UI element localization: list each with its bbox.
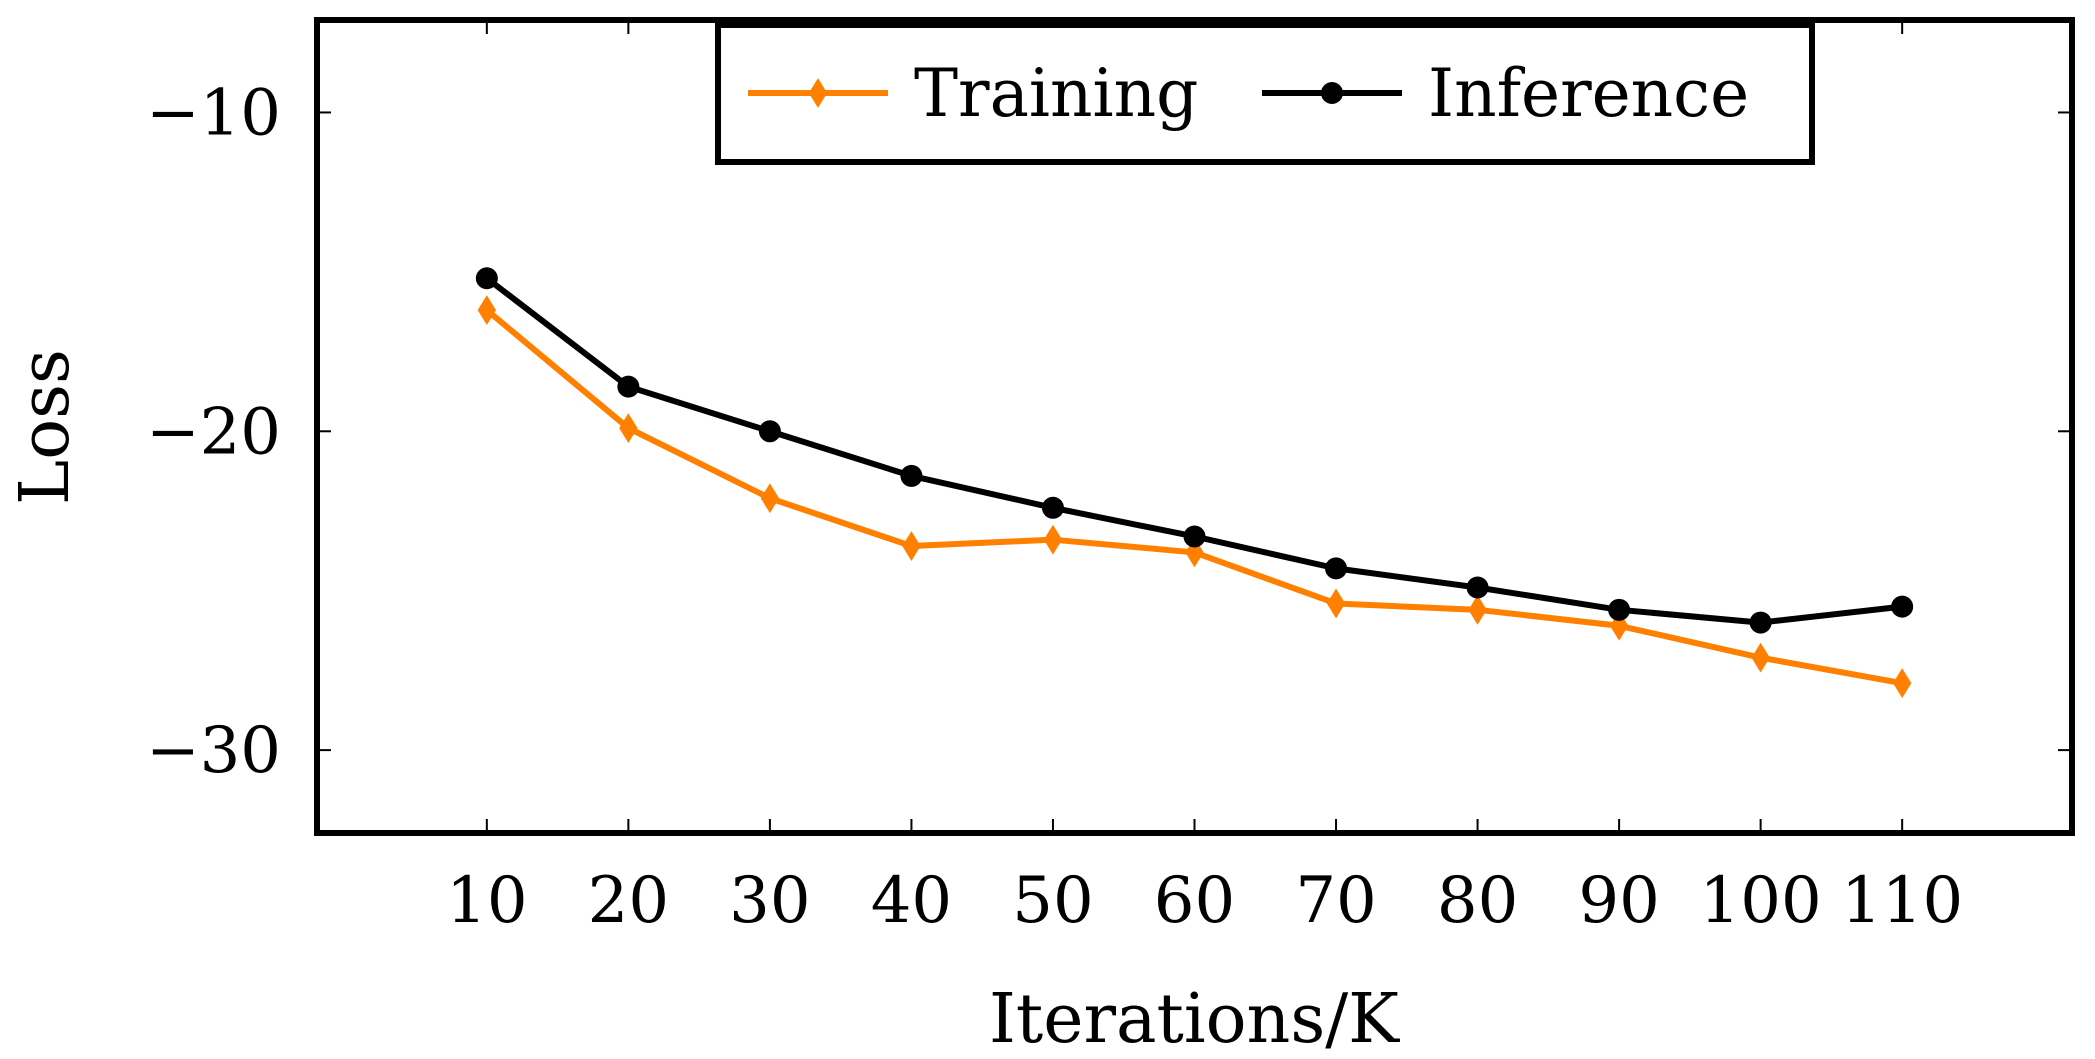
training-point (1892, 668, 1912, 699)
inference-point (758, 420, 781, 443)
x-tick-label: 50 (1012, 864, 1093, 938)
x-axis-ticks: 10 20 30 40 50 60 70 80 90 100 110 (446, 20, 1963, 938)
inference-point (1041, 496, 1064, 519)
inference-point (1608, 598, 1631, 621)
x-tick-label: 100 (1700, 864, 1822, 938)
training-point (1468, 594, 1487, 625)
x-axis-title: Iterations/K (989, 980, 1400, 1059)
legend-training-marker (808, 78, 828, 108)
legend-training-label: Training (914, 55, 1198, 132)
x-tick-label: 10 (446, 864, 527, 938)
inference-series-line (485, 275, 1903, 626)
y-tick-label: −30 (146, 714, 281, 788)
y-tick-label: −20 (146, 395, 281, 469)
inference-point (1466, 576, 1489, 599)
inference-point (900, 464, 923, 487)
training-point (1043, 524, 1063, 555)
x-tick-label: 30 (729, 864, 810, 938)
inference-point (617, 375, 640, 398)
training-point (1326, 588, 1346, 619)
x-tick-label: 60 (1154, 864, 1235, 938)
legend-inference-marker (1321, 82, 1343, 104)
x-tick-label: 80 (1437, 864, 1518, 938)
legend: Training Inference (715, 22, 1815, 165)
inference-point (1325, 557, 1348, 580)
x-tick-label: 40 (871, 864, 952, 938)
inference-point (1183, 525, 1206, 548)
inference-point (1749, 611, 1772, 634)
training-point (619, 413, 638, 444)
y-axis-title: Loss (6, 349, 85, 505)
training-point (760, 483, 780, 514)
x-tick-label: 110 (1841, 864, 1963, 938)
training-point (902, 531, 921, 561)
series-layer (475, 267, 1914, 699)
x-tick-label: 70 (1295, 864, 1376, 938)
y-axis-ticks: −10 −20 −30 (146, 76, 2072, 788)
x-tick-label: 20 (588, 864, 669, 938)
training-series-line (484, 307, 1903, 687)
legend-inference-label: Inference (1428, 55, 1749, 132)
y-tick-label: −10 (146, 76, 281, 150)
inference-point (1891, 595, 1914, 618)
training-point (477, 295, 497, 326)
training-point (1751, 642, 1770, 673)
x-tick-label: 90 (1578, 864, 1659, 938)
inference-point (475, 267, 498, 290)
